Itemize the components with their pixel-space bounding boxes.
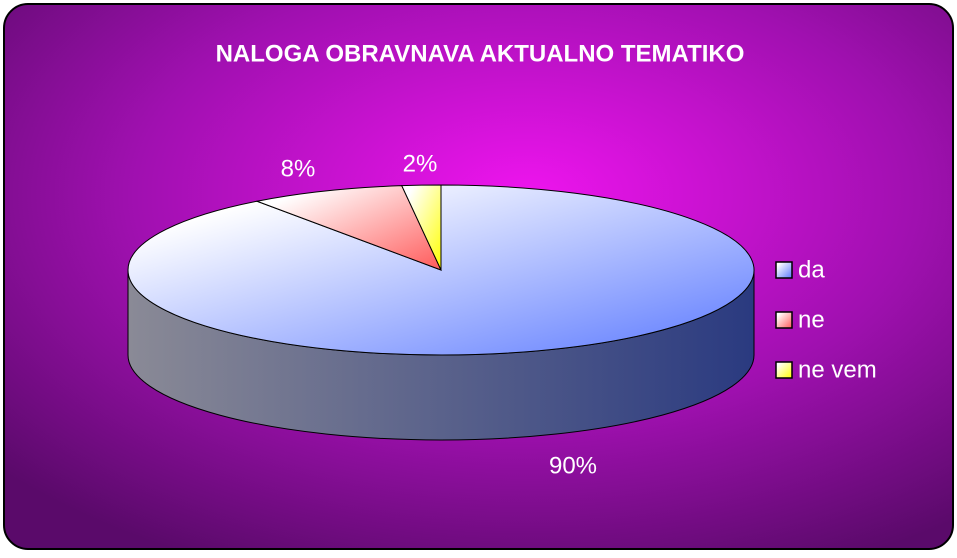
legend-label: ne vem — [798, 356, 877, 383]
data-label: 2% — [403, 150, 438, 177]
legend-swatch — [775, 311, 793, 329]
data-label: 90% — [549, 452, 597, 479]
pie-slice — [400, 184, 442, 271]
legend-label: da — [798, 256, 825, 283]
legend-label: ne — [798, 306, 825, 333]
legend-swatch — [775, 361, 793, 379]
chart-title: NALOGA OBRAVNAVA AKTUALNO TEMATIKO — [216, 40, 745, 67]
data-label: 8% — [281, 155, 316, 182]
pie-slice — [255, 185, 442, 271]
legend-swatch — [775, 261, 793, 279]
